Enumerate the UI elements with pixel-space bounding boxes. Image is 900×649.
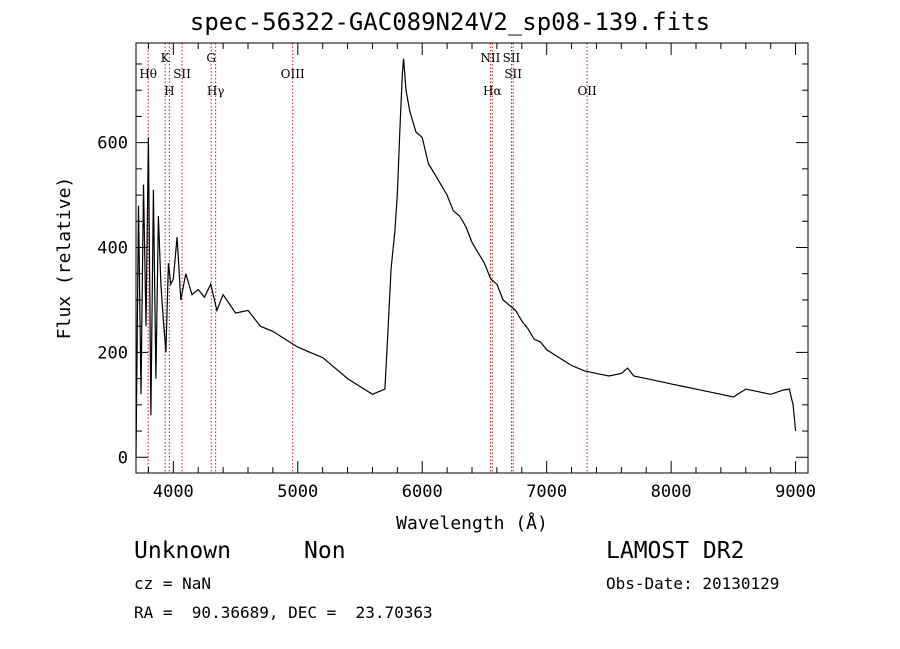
x-tick-label: 9000 [775, 482, 816, 502]
y-tick-label: 0 [118, 448, 128, 468]
emission-line-label: SII [173, 67, 191, 81]
y-tick-label: 400 [97, 239, 128, 259]
x-axis-label: Wavelength (Å) [396, 512, 548, 534]
emission-line-label: K [161, 51, 171, 65]
emission-line-label: NII [480, 51, 500, 65]
chart-title: spec-56322-GAC089N24V2_sp08-139.fits [189, 8, 711, 36]
y-tick-label: 200 [97, 343, 128, 363]
y-axis-label: Flux (relative) [54, 177, 75, 340]
axis-ticks [136, 43, 808, 473]
x-tick-label: 5000 [277, 482, 318, 502]
spectrum-series [135, 58, 797, 458]
emission-line-label: G [206, 51, 216, 65]
x-tick-label: 7000 [526, 482, 567, 502]
emission-line-label: Hγ [207, 84, 225, 98]
x-tick-label: 4000 [153, 482, 194, 502]
x-tick-label: 8000 [651, 482, 692, 502]
redshift-value: cz = NaN [134, 574, 212, 593]
emission-line-label: SII [504, 67, 522, 81]
emission-line-label: H [164, 84, 174, 98]
emission-line-label: OIII [281, 67, 305, 81]
object-class: Unknown [134, 538, 231, 564]
emission-line-label: Hθ [139, 67, 157, 81]
object-subclass: Non [304, 538, 346, 564]
plot-frame [135, 42, 809, 474]
obs-date: Obs-Date: 20130129 [606, 574, 780, 593]
y-tick-label: 600 [97, 134, 128, 154]
emission-line-markers [147, 43, 588, 473]
coordinates: RA = 90.36689, DEC = 23.70363 [134, 603, 433, 622]
survey-name: LAMOST DR2 [606, 538, 745, 564]
x-tick-label: 6000 [402, 482, 443, 502]
emission-line-label: OII [577, 84, 597, 98]
emission-line-label: Hα [483, 84, 502, 98]
axis-tick-labels: 4000 5000 6000 7000 8000 9000 0 200 400 600 [97, 134, 816, 502]
emission-line-label: SII [503, 51, 521, 65]
